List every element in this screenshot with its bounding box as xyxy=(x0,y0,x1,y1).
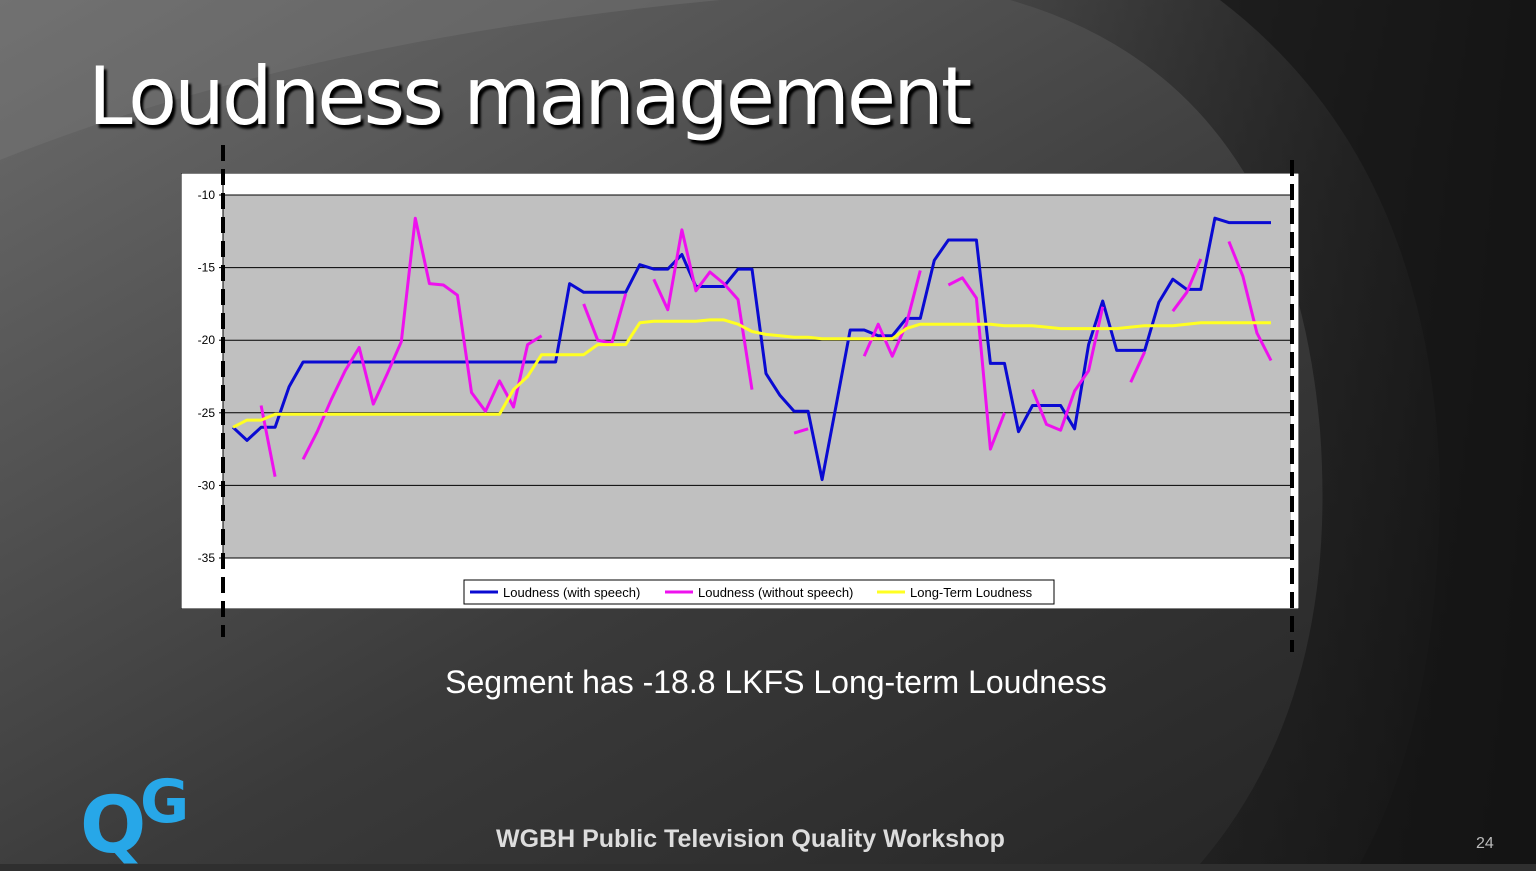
segment-start-marker xyxy=(221,145,225,637)
footer-text: WGBH Public Television Quality Workshop xyxy=(496,825,1005,853)
y-tick-label: -30 xyxy=(198,478,216,492)
plot-area xyxy=(223,195,1291,558)
series-line-segment xyxy=(1171,258,1203,313)
legend-label: Long-Term Loudness xyxy=(910,585,1033,600)
chart-caption: Segment has -18.8 LKFS Long-term Loudnes… xyxy=(445,664,1107,700)
series-line-segment xyxy=(793,427,809,435)
y-tick-label: -10 xyxy=(198,188,216,202)
series-line-segment xyxy=(232,318,1271,429)
series-line-segment xyxy=(259,405,277,477)
logo-letter-q: Q xyxy=(80,781,147,871)
series-0 xyxy=(231,216,1271,482)
loudness-chart: -10 -15 -20 -25 -30 -35 Loudness (with speech… xyxy=(181,173,1299,609)
logo-letter-g: G xyxy=(140,767,190,837)
y-tick-label: -20 xyxy=(198,333,216,347)
series-line-segment xyxy=(1129,351,1147,383)
segment-end-marker xyxy=(1290,160,1294,652)
series-line-segment xyxy=(652,228,754,390)
series-line-segment xyxy=(862,270,922,358)
series-line-segment xyxy=(231,216,1271,482)
series-line-segment xyxy=(947,276,1006,451)
legend-label: Loudness (with speech) xyxy=(503,585,640,600)
series-line-segment xyxy=(1227,240,1273,362)
series-2 xyxy=(232,318,1271,429)
series-line-segment xyxy=(301,216,543,460)
y-tick-label: -25 xyxy=(198,406,216,420)
series-line-segment xyxy=(1031,306,1105,432)
y-tick-label: -15 xyxy=(198,261,216,275)
series-line-segment xyxy=(582,293,628,345)
y-tick-label: -35 xyxy=(198,551,216,565)
slide-title: Loudness management xyxy=(88,50,972,143)
slide-number: 24 xyxy=(1476,835,1494,852)
legend-label: Loudness (without speech) xyxy=(698,585,853,600)
legend-box xyxy=(463,579,1055,605)
series-1 xyxy=(259,216,1273,477)
